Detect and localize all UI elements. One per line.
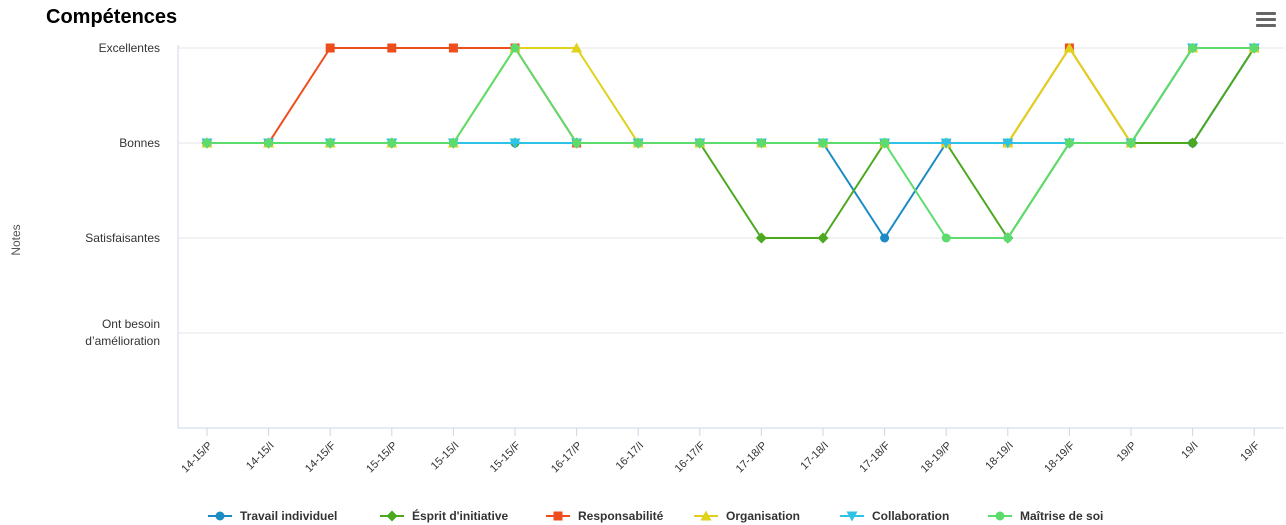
legend-marker [386,510,398,522]
legend-marker [846,511,858,522]
data-point [941,233,951,243]
data-point [940,138,952,149]
data-point [695,138,705,148]
x-tick-label: 15-15/I [429,440,462,473]
data-point [633,138,643,148]
data-point [1002,138,1014,149]
legend-item[interactable]: Ésprit d'initiative [380,508,509,523]
data-point [264,138,274,148]
legend-item[interactable]: Collaboration [840,509,949,523]
legend-item[interactable]: Travail individuel [208,509,337,523]
series-line [207,47,1255,144]
legend-marker [215,511,225,521]
data-point [755,232,767,244]
data-point [1126,138,1136,148]
data-point [509,138,521,149]
data-point [1188,43,1198,53]
x-tick-label: 15-15/P [364,440,400,476]
data-point [817,232,829,244]
chart-title: Compétences [46,6,178,28]
y-tick-label: Bonnes [119,136,160,150]
x-tick-label: 19/I [1179,440,1200,461]
x-tick-label: 19/F [1238,439,1262,463]
x-tick-label: 17-18/F [857,439,892,474]
legend-marker [995,511,1005,521]
x-tick-label: 14-15/P [179,440,215,476]
data-point [387,43,397,53]
x-tick-label: 14-15/I [244,440,277,473]
data-point [818,138,828,148]
y-tick-label: Excellentes [99,41,160,55]
legend-item[interactable]: Organisation [694,509,800,523]
legend-marker [553,511,563,521]
legend-label: Maîtrise de soi [1020,509,1103,523]
series-line [207,47,1255,144]
data-point [880,233,890,243]
y-tick-label: Ont besoin d’amélioration [85,317,160,348]
data-point [510,43,520,53]
y-tick-label: Satisfaisantes [85,231,160,245]
data-point [325,138,335,148]
x-tick-label: 18-19/P [919,440,955,476]
data-point [756,138,766,148]
legend-label: Travail individuel [240,509,337,523]
data-point [448,138,458,148]
series-3 [201,42,1260,148]
data-point [572,138,582,148]
legend-label: Collaboration [872,509,949,523]
data-point [387,138,397,148]
x-tick-label: 19/P [1115,440,1139,464]
data-point [1064,138,1074,148]
data-point [571,42,583,53]
legend-label: Responsabilité [578,509,664,523]
data-point [325,43,335,53]
series-line [207,47,1255,239]
line-chart: Ont besoin d’amélioration Satisfaisantes Bo… [9,41,1284,476]
legend-item[interactable]: Responsabilité [546,509,664,523]
x-tick-label: 16-17/F [673,439,708,474]
x-tick-label: 17-18/P [734,440,770,476]
legend-label: Ésprit d'initiative [412,508,509,523]
data-point [880,138,890,148]
data-point [202,138,212,148]
hamburger-menu-icon[interactable] [1256,12,1276,30]
x-tick-label: 16-17/I [614,440,647,473]
data-point [1063,42,1075,53]
data-point [1187,137,1199,149]
y-axis-title: Notes [9,224,23,255]
legend-item[interactable]: Maîtrise de soi [988,509,1103,523]
data-point [1003,233,1013,243]
series-line [207,47,1255,144]
x-tick-label: 15-15/F [488,439,523,474]
x-tick-label: 16-17/P [549,440,585,476]
data-point [448,43,458,53]
data-point [1249,43,1259,53]
x-tick-label: 17-18/I [798,440,831,473]
x-tick-label: 14-15/F [303,439,338,474]
x-tick-label: 18-19/I [983,440,1016,473]
chart-legend[interactable]: Travail individuel Ésprit d'initiative Res… [0,504,1286,524]
series-5 [202,43,1259,243]
x-tick-label: 18-19/F [1042,439,1077,474]
legend-label: Organisation [726,509,800,523]
legend-marker [700,510,712,521]
